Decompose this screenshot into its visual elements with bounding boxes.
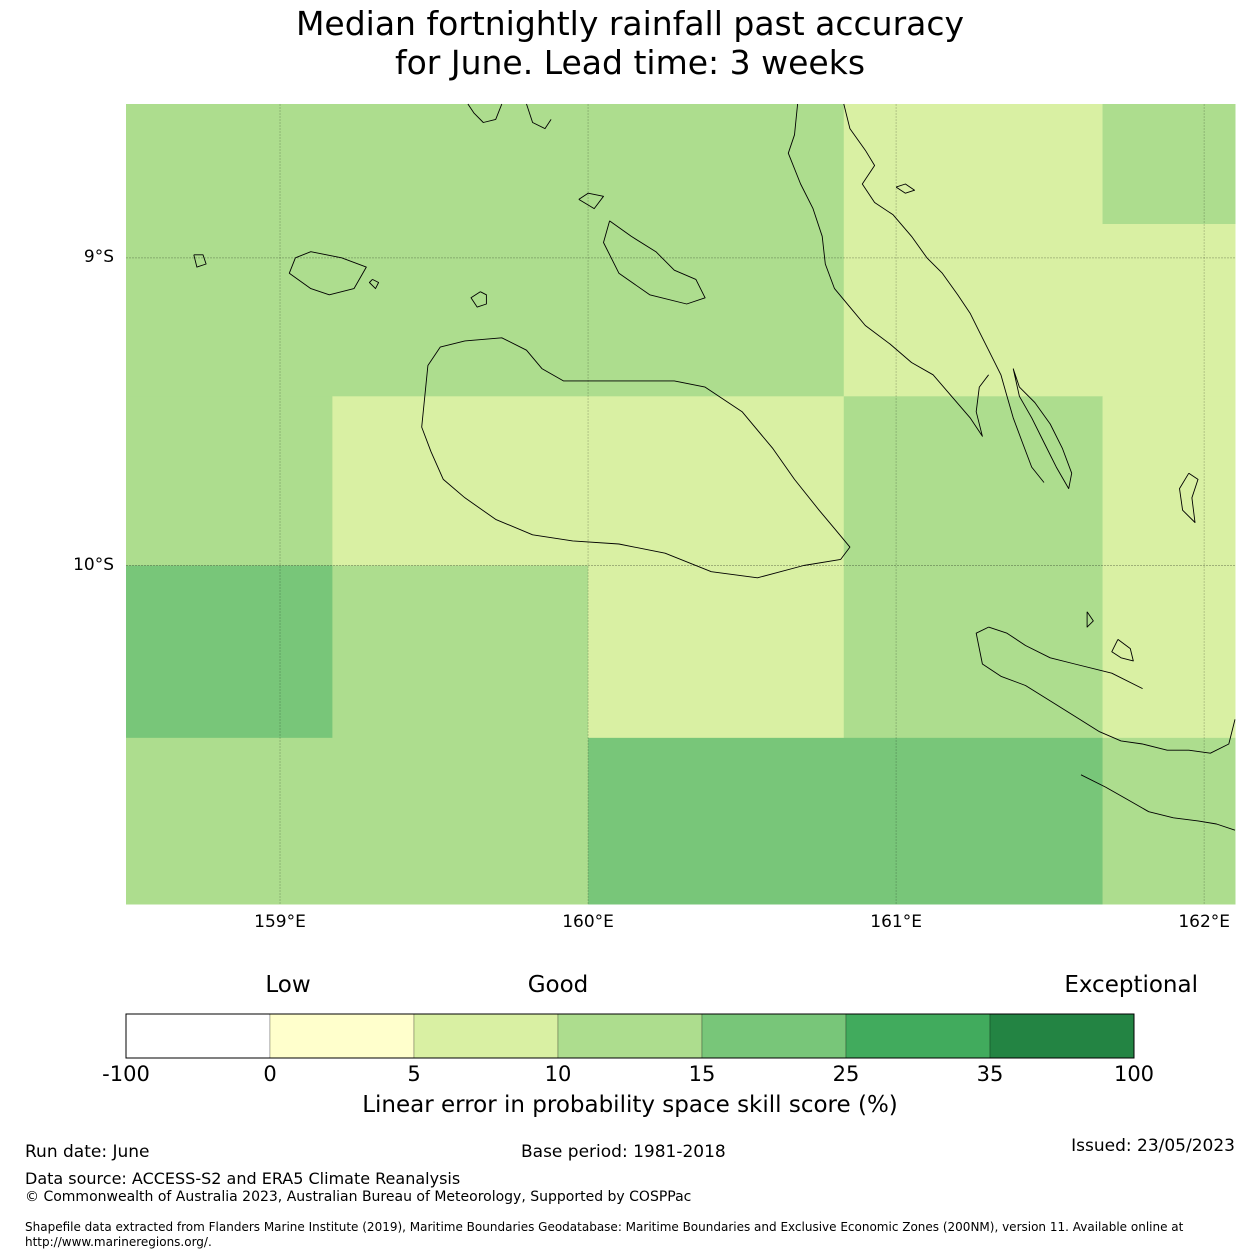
colorbar-bin	[701, 1013, 847, 1059]
colorbar	[125, 1013, 1135, 1059]
category-label-low: Low	[265, 972, 311, 998]
colorbar-tick-label: 100	[1113, 1062, 1155, 1086]
coastline	[843, 103, 1045, 483]
category-label-good: Good	[527, 972, 589, 998]
colorbar-bin	[557, 1013, 703, 1059]
coastline	[193, 254, 207, 268]
grid-cells	[126, 104, 1236, 905]
grid-cell	[843, 396, 1104, 567]
coastline	[1012, 368, 1073, 490]
grid-cell	[843, 565, 1104, 739]
base-period: Base period: 1981-2018	[521, 1142, 726, 1162]
colorbar-bin	[413, 1013, 559, 1059]
run-date: Run date: June	[25, 1142, 150, 1162]
coastline	[288, 251, 367, 296]
shapefile-credit: Shapefile data extracted from Flanders M…	[25, 1220, 1183, 1250]
coastline	[1111, 639, 1134, 662]
map-title-line-2: for June. Lead time: 3 weeks	[394, 43, 866, 82]
shapefile-credit-line-2: http://www.marineregions.org/.	[25, 1235, 212, 1249]
coastline	[787, 103, 989, 437]
map-title: Median fortnightly rainfall past accurac…	[0, 4, 1260, 82]
coastline	[603, 220, 706, 305]
grid-cell	[332, 396, 589, 567]
category-label-exceptional: Exceptional	[1064, 972, 1198, 998]
coastline	[1086, 611, 1094, 628]
map-title-line-1: Median fortnightly rainfall past accurac…	[295, 4, 965, 43]
colorbar-frame	[125, 1013, 1135, 1059]
colorbar-tick-label: 15	[688, 1062, 716, 1086]
coastline	[975, 626, 1236, 754]
coastlines	[193, 103, 1236, 831]
longitude-label: 162°E	[1178, 912, 1231, 932]
copyright: © Commonwealth of Australia 2023, Austra…	[25, 1189, 692, 1205]
colorbar-bin	[269, 1013, 415, 1059]
latitude-label: 10°S	[73, 554, 114, 575]
coastline	[368, 278, 380, 290]
coastline	[467, 103, 503, 123]
grid-cell	[1102, 565, 1236, 739]
grid-cell	[588, 737, 1104, 905]
colorbar-label: Linear error in probability space skill …	[362, 1092, 898, 1118]
grid-cell	[1102, 737, 1236, 905]
grid-cell	[126, 737, 589, 905]
longitude-label: 159°E	[254, 912, 306, 932]
grid-cell	[332, 104, 589, 397]
shapefile-credit-line-1: Shapefile data extracted from Flanders M…	[25, 1220, 1184, 1234]
coastline	[1179, 472, 1199, 523]
latitude-label: 9°S	[83, 246, 114, 267]
colorbar-tick-label: 35	[976, 1062, 1004, 1086]
grid-cell	[843, 104, 1104, 397]
grid-cell	[1102, 396, 1236, 567]
graticule	[126, 104, 1235, 904]
grid-cell	[126, 396, 333, 567]
coastline	[526, 103, 552, 130]
issued-date: Issued: 23/05/2023	[1071, 1136, 1235, 1156]
coastline	[421, 337, 851, 579]
colorbar-tick-label: 25	[832, 1062, 860, 1086]
colorbar-tick-label: -100	[102, 1062, 150, 1086]
longitude-label: 161°E	[870, 912, 922, 932]
longitude-label: 160°E	[562, 912, 614, 932]
grid-cell	[588, 565, 845, 739]
coastline	[895, 183, 916, 194]
grid-cell	[126, 565, 333, 739]
grid-cell	[1102, 224, 1236, 397]
coastline	[988, 626, 1143, 690]
grid-cell	[332, 565, 589, 739]
colorbar-tick-label: 10	[544, 1062, 572, 1086]
colorbar-tick-label: 5	[407, 1062, 421, 1086]
coastline	[470, 291, 487, 308]
grid-cell	[588, 396, 845, 567]
colorbar-bin	[125, 1013, 271, 1059]
colorbar-bin	[989, 1013, 1135, 1059]
grid-cell	[126, 104, 333, 397]
grid-cell	[588, 104, 845, 397]
coastline	[578, 192, 604, 210]
data-source: Data source: ACCESS-S2 and ERA5 Climate …	[25, 1169, 461, 1188]
grid-cell	[1102, 104, 1236, 225]
colorbar-bin	[845, 1013, 991, 1059]
coastline	[1080, 774, 1236, 831]
colorbar-tick-label: 0	[263, 1062, 277, 1086]
